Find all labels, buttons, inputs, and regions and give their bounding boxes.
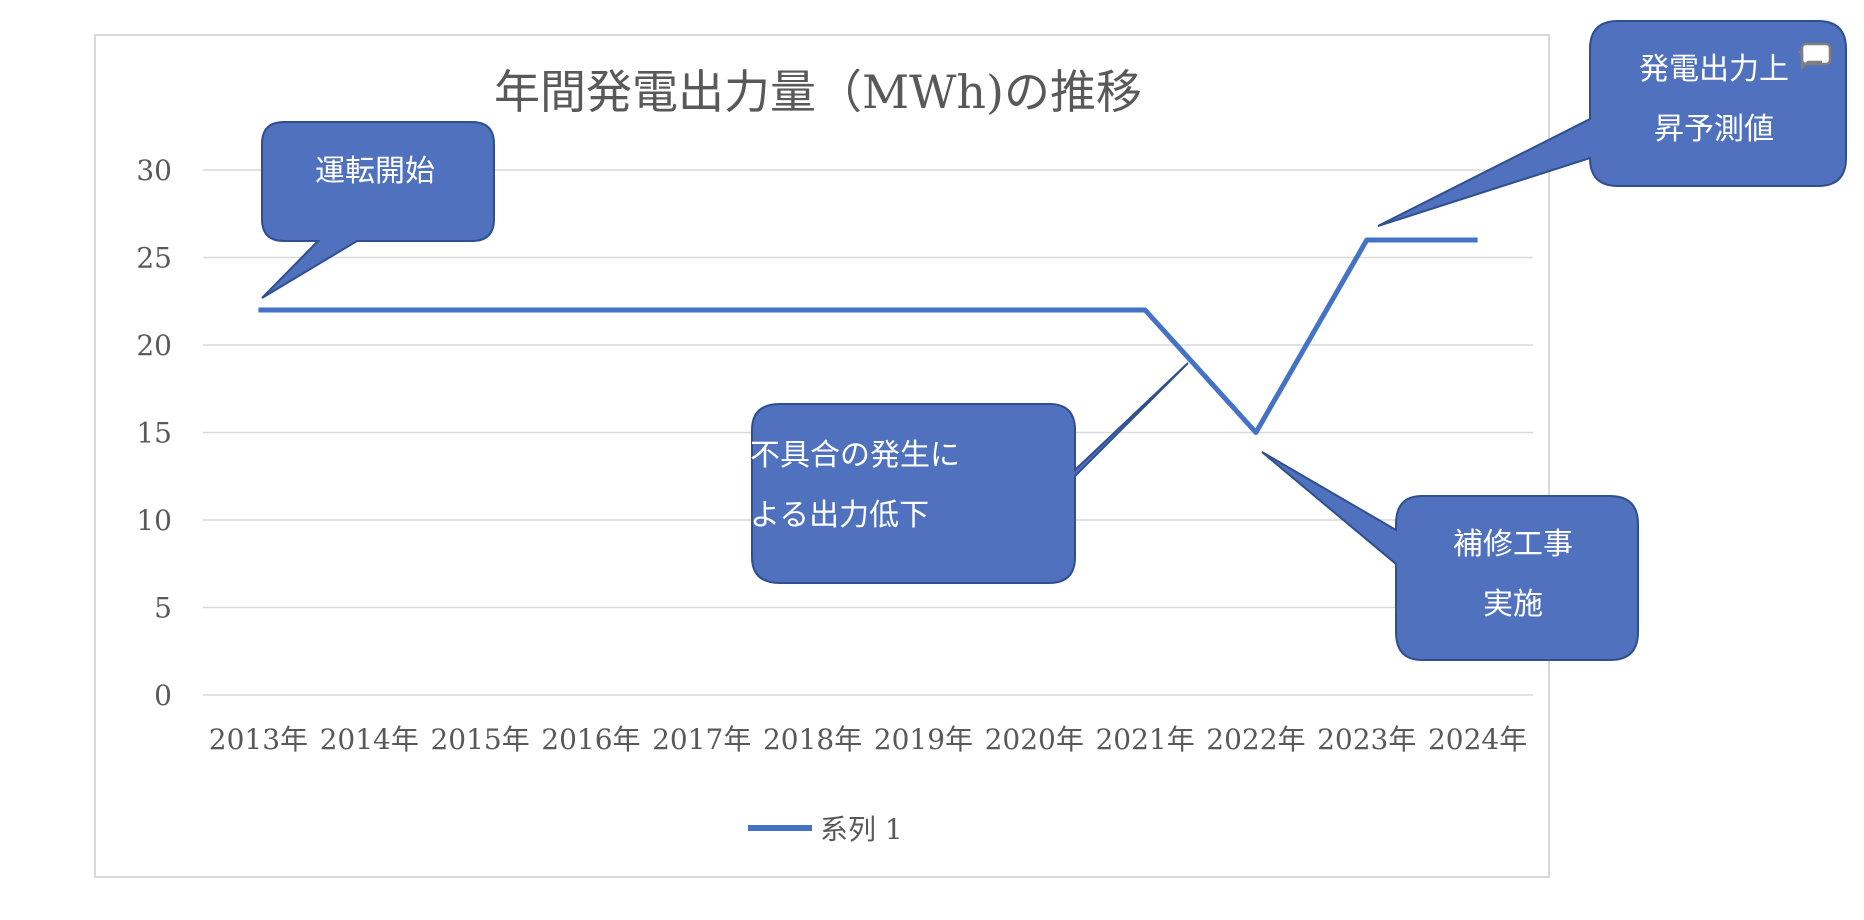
comment-icon[interactable] (1794, 40, 1834, 80)
x-tick-label: 2022年 (1206, 723, 1305, 756)
x-tick-label: 2019年 (874, 723, 973, 756)
x-tick-label: 2023年 (1317, 723, 1416, 756)
y-tick-label: 10 (136, 504, 172, 537)
x-tick-label: 2015年 (430, 723, 529, 756)
x-tick-label: 2020年 (985, 723, 1084, 756)
callout-repair-shape (1261, 451, 1639, 661)
callout-drop-text: 不具合の発生に よる出力低下 (750, 438, 960, 533)
x-tick-label: 2021年 (1095, 723, 1194, 756)
callout-drop-shape (751, 362, 1189, 584)
callout-forecast-text: 発電出力上 昇予測値 (1639, 52, 1789, 147)
callout-start-text: 運転開始 (315, 154, 435, 189)
y-tick-label: 25 (136, 242, 172, 275)
y-tick-label: 30 (136, 154, 172, 187)
x-tick-label: 2018年 (763, 723, 862, 756)
x-tick-label: 2013年 (209, 723, 308, 756)
x-tick-label: 2016年 (541, 723, 640, 756)
legend-label: 系列 1 (820, 813, 903, 846)
series-line (258, 237, 1478, 435)
x-tick-label: 2014年 (320, 723, 419, 756)
y-tick-label: 20 (136, 329, 172, 362)
y-tick-label: 0 (154, 679, 172, 712)
x-tick-label: 2017年 (652, 723, 751, 756)
callout-start-shape (261, 121, 495, 299)
chart-title: 年間発電出力量（MWh)の推移 (494, 65, 1142, 119)
callout-forecast-shape (1377, 20, 1847, 227)
y-tick-label: 15 (136, 417, 172, 450)
x-tick-label: 2024年 (1428, 723, 1527, 756)
y-tick-label: 5 (154, 592, 172, 625)
callout-repair-text: 補修工事 実施 (1453, 527, 1573, 622)
